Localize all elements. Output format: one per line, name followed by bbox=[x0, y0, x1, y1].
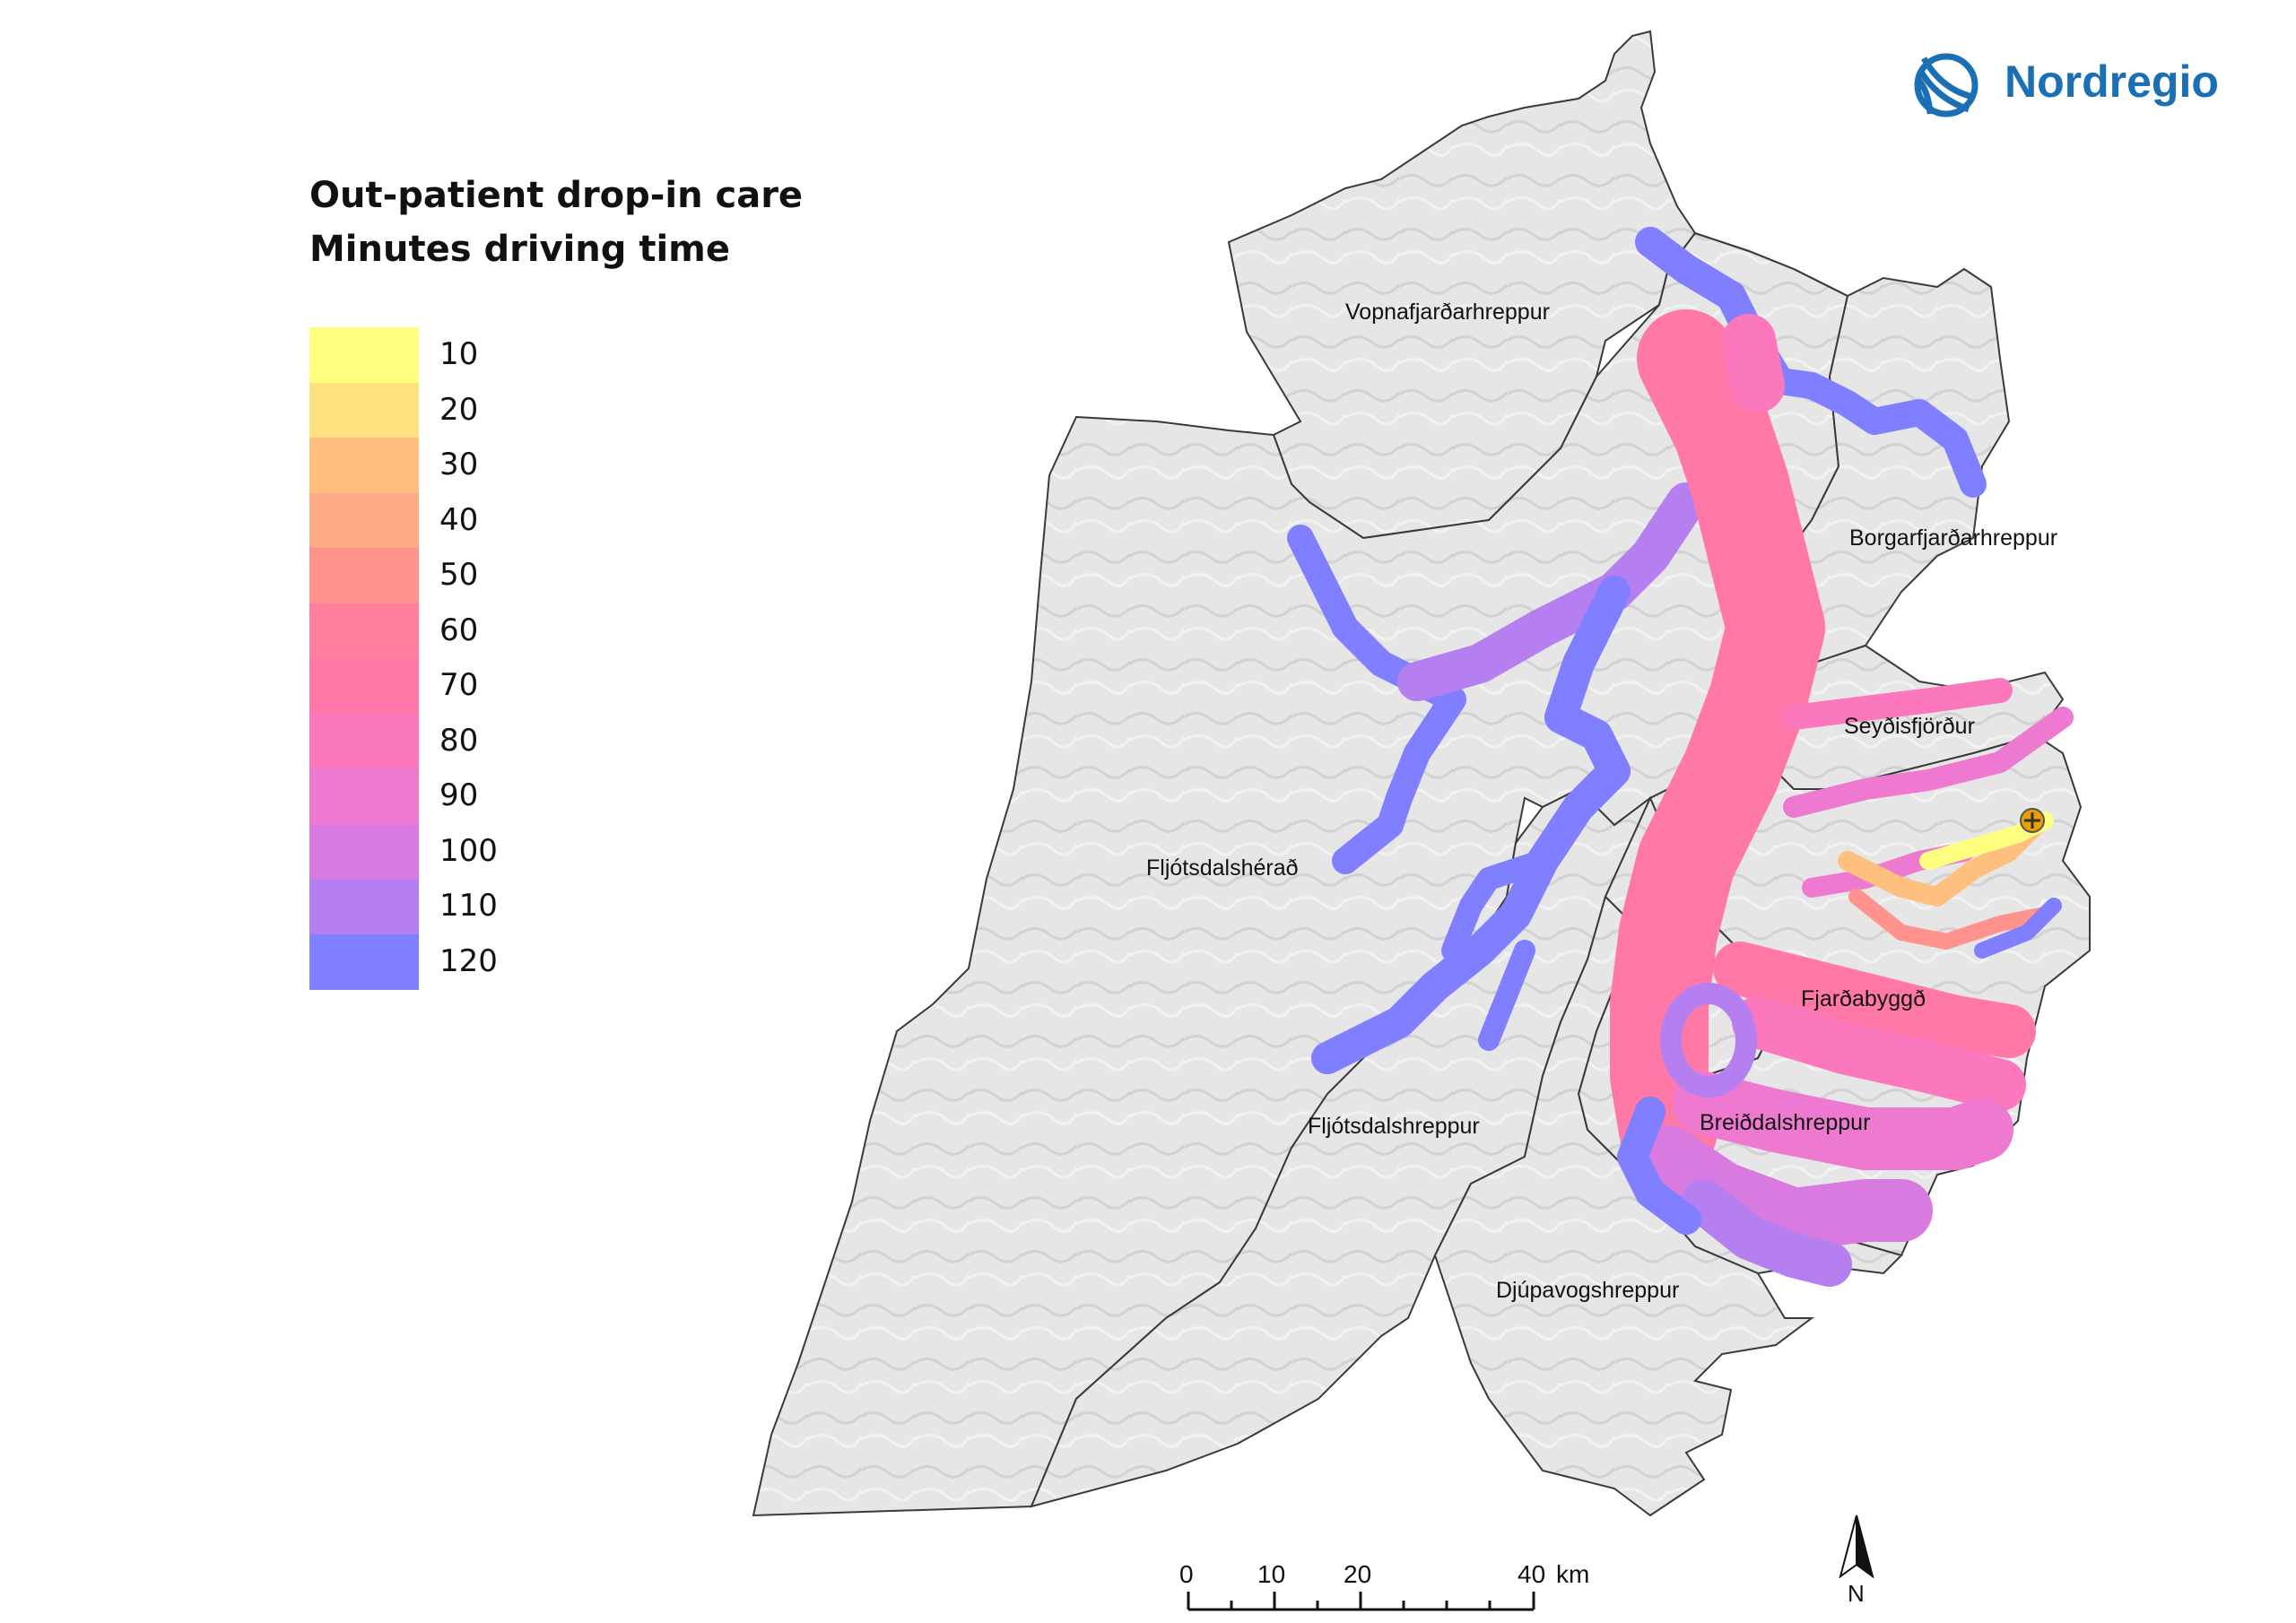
legend-label-90: 90 bbox=[439, 777, 479, 813]
legend-swatch-80 bbox=[309, 713, 419, 769]
catchment-overlay bbox=[1287, 227, 2074, 1287]
legend-label-80: 80 bbox=[439, 722, 479, 759]
legend-swatch-20 bbox=[309, 382, 419, 438]
legend-swatch-120 bbox=[309, 933, 419, 990]
legend-swatch-40 bbox=[309, 492, 419, 549]
legend-label-50: 50 bbox=[439, 557, 479, 593]
nordregio-logo: Nordregio bbox=[2005, 56, 2219, 107]
legend-label-30: 30 bbox=[439, 447, 479, 482]
north-label: N bbox=[1848, 1580, 1865, 1607]
legend-label-20: 20 bbox=[439, 391, 479, 428]
scale-tick-40: 40 bbox=[1518, 1560, 1546, 1588]
legend-swatch-30 bbox=[309, 438, 419, 493]
legend-swatch-100 bbox=[309, 823, 419, 880]
place-label-fljotsdalshreppur: Fljótsdalshreppur bbox=[1308, 1114, 1480, 1139]
scale-bar bbox=[1187, 1592, 1535, 1611]
legend-swatch-70 bbox=[309, 658, 419, 714]
legend-label-120: 120 bbox=[439, 942, 498, 979]
scale-tick-20: 20 bbox=[1344, 1560, 1372, 1588]
place-label-breiddalshreppur: Breiðdalshreppur bbox=[1700, 1110, 1871, 1135]
legend-label-60: 60 bbox=[439, 612, 479, 648]
legend-label-10: 10 bbox=[439, 336, 479, 372]
legend-title: Out-patient drop-in care bbox=[309, 175, 804, 216]
scale-tick-10: 10 bbox=[1257, 1560, 1286, 1588]
nordregio-wave-icon bbox=[1914, 53, 1979, 117]
place-label-djupavogshreppur: Djúpavogshreppur bbox=[1496, 1278, 1680, 1303]
legend-swatch-50 bbox=[309, 548, 419, 603]
place-label-vopnafjordur: Vopnafjarðarhreppur bbox=[1345, 299, 1550, 325]
legend-subtitle: Minutes driving time bbox=[309, 229, 730, 270]
place-label-fljotsdalsherad: Fljótsdalshérað bbox=[1146, 855, 1299, 881]
legend-swatch-90 bbox=[309, 768, 419, 824]
legend-swatch-10 bbox=[309, 327, 419, 383]
legend-label-100: 100 bbox=[439, 832, 498, 869]
legend-label-70: 70 bbox=[439, 667, 479, 703]
legend-swatch-110 bbox=[309, 879, 419, 934]
scale-tick-0: 0 bbox=[1179, 1560, 1194, 1588]
place-label-borgarfjordur: Borgarfjarðarhreppur bbox=[1849, 525, 2058, 551]
place-label-seydisfjordur: Seyðisfjörður bbox=[1844, 714, 1975, 739]
legend-swatch-60 bbox=[309, 603, 419, 659]
north-arrow-icon bbox=[1839, 1515, 1874, 1579]
health-facility-icon bbox=[2020, 808, 2045, 833]
scale-unit: km bbox=[1556, 1560, 1590, 1588]
place-label-fjardabyggd: Fjarðabyggð bbox=[1801, 986, 1926, 1011]
legend-label-110: 110 bbox=[439, 888, 498, 924]
legend-label-40: 40 bbox=[439, 501, 479, 538]
